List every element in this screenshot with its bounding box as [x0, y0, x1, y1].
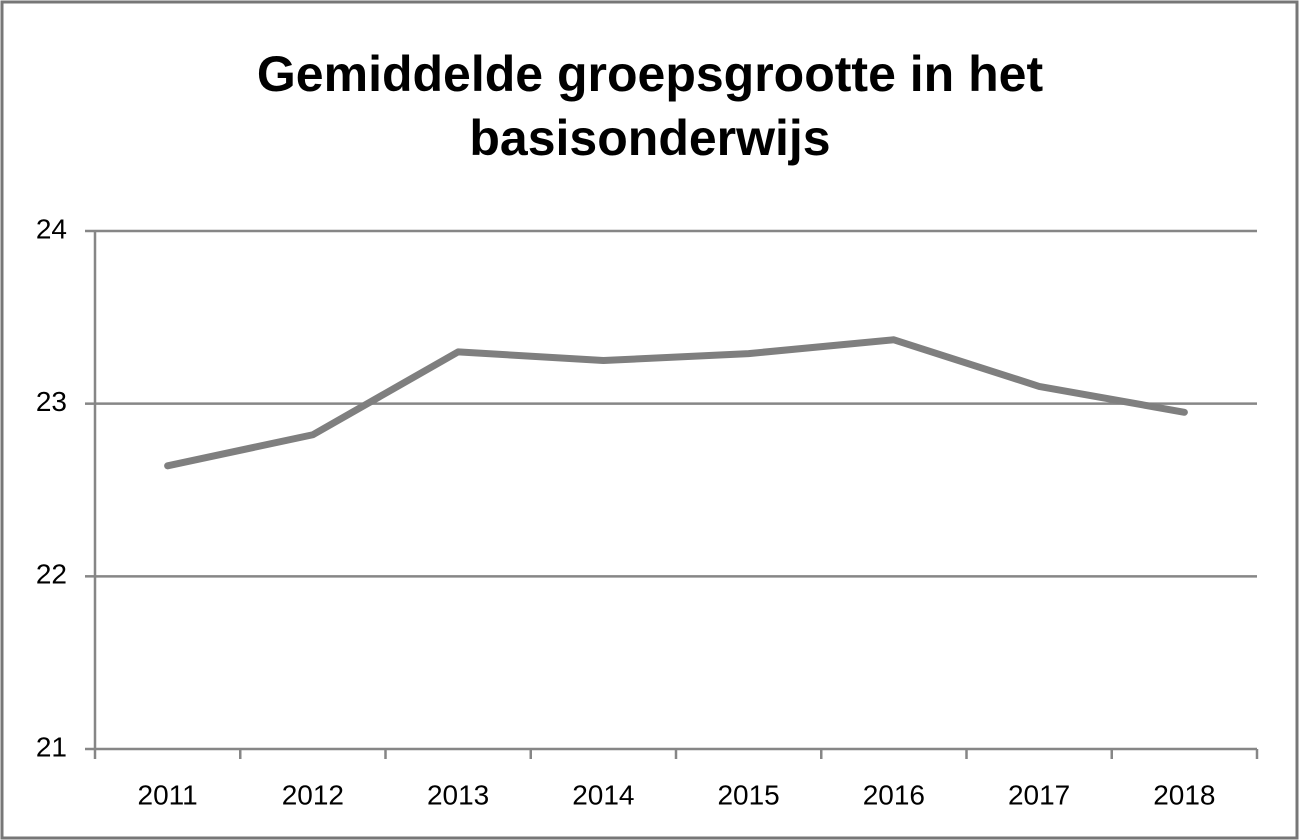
x-tick-label: 2018: [1153, 779, 1215, 810]
chart-title: Gemiddelde groepsgrootte in het basisond…: [256, 46, 1044, 166]
x-tick-label: 2013: [427, 779, 489, 810]
x-tick-label: 2015: [717, 779, 779, 810]
x-tick-label: 2014: [572, 779, 634, 810]
x-tick-label: 2016: [863, 779, 925, 810]
x-tick-label: 2011: [138, 779, 198, 810]
x-tick-label: 2012: [282, 779, 344, 810]
y-tick-label: 23: [36, 386, 67, 417]
data-line: [164, 336, 1188, 470]
x-tick-label: 2017: [1008, 779, 1070, 810]
y-tick-label: 21: [36, 731, 67, 762]
y-tick-label: 24: [36, 213, 67, 244]
y-tick-label: 22: [36, 559, 67, 590]
